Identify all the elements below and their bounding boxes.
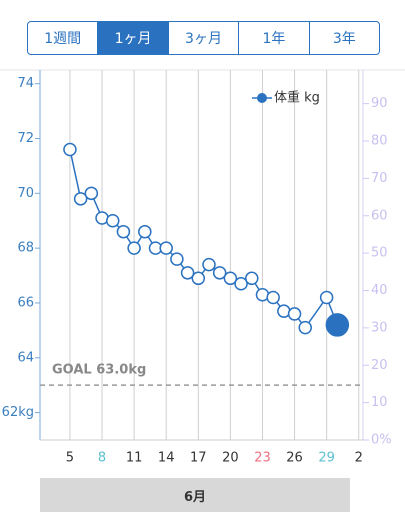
y-tick-label: 64 (17, 350, 34, 365)
point (298, 320, 312, 335)
x-tick-label: 2 (355, 451, 363, 466)
y-tick-label: 72 (17, 131, 34, 146)
point (105, 213, 120, 228)
point (202, 257, 216, 272)
period-tab[interactable]: 3ヶ月 (167, 22, 238, 54)
y2-tick-label: 0% (371, 433, 392, 448)
point (319, 290, 334, 305)
weight-line (69, 149, 339, 329)
y2-tick-label: 10 (371, 395, 388, 410)
y2-tick-label: 60 (371, 208, 388, 223)
period-tab[interactable]: 1週間 (44, 31, 82, 47)
point (287, 307, 302, 321)
x-tick-label: 26 (286, 451, 303, 466)
y2-tick-label: 70 (371, 171, 388, 186)
point (138, 224, 152, 239)
y2-tick-label: 90 (371, 96, 388, 111)
y-tick-label: 66 (17, 295, 34, 310)
point (116, 224, 131, 239)
x-tick-label: 29 (318, 451, 335, 466)
x-tick-label: 5 (66, 451, 74, 466)
y-tick-label: 70 (17, 186, 34, 201)
month-header: 6月 (40, 478, 350, 512)
x-tick-label: 11 (126, 451, 143, 466)
y2-tick-label: 80 (371, 134, 388, 149)
point (245, 271, 259, 286)
y-tick-label: 62kg (2, 405, 34, 420)
y2-tick-label: 20 (371, 358, 388, 373)
point (212, 266, 227, 280)
legend-marker (257, 93, 267, 103)
point (84, 186, 99, 201)
point (191, 271, 206, 286)
goal-label: GOAL 63.0kg (52, 363, 146, 378)
x-tick-label: 17 (190, 451, 207, 466)
y-tick-label: 74 (17, 76, 34, 91)
period-tabs: 1週間 1ヶ月 3ヶ月 1年 3年 (27, 21, 380, 55)
point (234, 277, 248, 291)
period-tab[interactable]: 1年 (238, 22, 308, 54)
point (159, 241, 173, 255)
y2-tick-label: 40 (371, 283, 388, 298)
chart: 5 8 11 14 17 20 23 26 29 2 62kg 64 66 68 70 72 74 0% 10 20 3… (0, 69, 405, 466)
x-tick-label: 20 (222, 451, 239, 466)
point (170, 252, 184, 266)
point (63, 142, 77, 157)
y2-tick-label: 30 (371, 320, 388, 335)
x-tick-label: 14 (158, 451, 175, 466)
y-tick-label: 68 (17, 241, 34, 256)
point (223, 271, 238, 286)
period-tab[interactable]: 3年 (308, 22, 379, 54)
legend-label: 体重 kg (274, 90, 320, 106)
latest-point (325, 313, 350, 337)
period-tab[interactable]: 1ヶ月 (97, 22, 168, 54)
point (127, 241, 141, 255)
point (266, 290, 280, 305)
point (73, 192, 88, 206)
y2-tick-label: 50 (371, 246, 388, 261)
x-tick-label: 23 (254, 451, 271, 466)
point (180, 266, 195, 280)
x-tick-label: 8 (98, 451, 106, 466)
